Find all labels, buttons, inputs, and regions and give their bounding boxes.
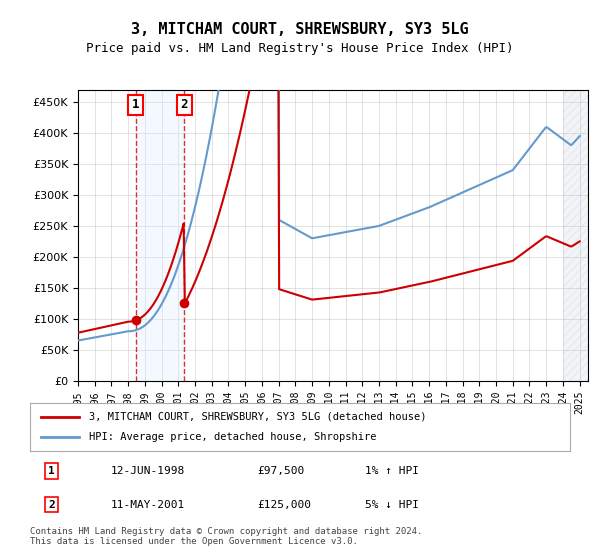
Text: £97,500: £97,500: [257, 466, 304, 476]
Text: 2: 2: [48, 500, 55, 510]
Text: 1% ↑ HPI: 1% ↑ HPI: [365, 466, 419, 476]
Bar: [563, 90, 588, 381]
Bar: [136, 90, 184, 381]
Text: 2: 2: [181, 99, 188, 111]
Text: Price paid vs. HM Land Registry's House Price Index (HPI): Price paid vs. HM Land Registry's House …: [86, 42, 514, 55]
Text: 1: 1: [48, 466, 55, 476]
Text: 5% ↓ HPI: 5% ↓ HPI: [365, 500, 419, 510]
Text: HPI: Average price, detached house, Shropshire: HPI: Average price, detached house, Shro…: [89, 432, 377, 442]
Text: 12-JUN-1998: 12-JUN-1998: [111, 466, 185, 476]
Text: 3, MITCHAM COURT, SHREWSBURY, SY3 5LG: 3, MITCHAM COURT, SHREWSBURY, SY3 5LG: [131, 22, 469, 38]
Text: 11-MAY-2001: 11-MAY-2001: [111, 500, 185, 510]
Text: £125,000: £125,000: [257, 500, 311, 510]
Text: Contains HM Land Registry data © Crown copyright and database right 2024.
This d: Contains HM Land Registry data © Crown c…: [30, 526, 422, 546]
Text: 1: 1: [132, 99, 139, 111]
Text: 3, MITCHAM COURT, SHREWSBURY, SY3 5LG (detached house): 3, MITCHAM COURT, SHREWSBURY, SY3 5LG (d…: [89, 412, 427, 422]
